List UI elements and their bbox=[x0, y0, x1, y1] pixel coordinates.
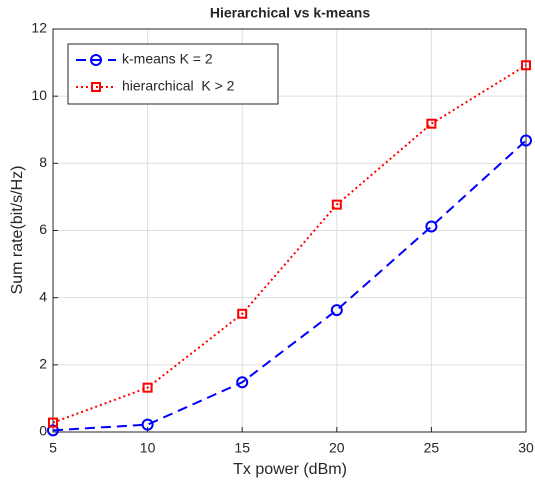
marker bbox=[330, 304, 343, 317]
y-tick-label: 6 bbox=[39, 221, 47, 237]
marker bbox=[141, 418, 154, 431]
legend bbox=[67, 43, 279, 105]
marker bbox=[48, 417, 58, 428]
line bbox=[52, 139, 527, 432]
marker bbox=[237, 308, 248, 319]
y-tick-label: 8 bbox=[39, 154, 47, 170]
axes-box bbox=[52, 28, 527, 433]
x-tick-label: 20 bbox=[329, 440, 345, 456]
legend-marker bbox=[90, 54, 102, 66]
marker bbox=[520, 134, 532, 147]
y-tick-label: 10 bbox=[31, 87, 47, 103]
legend-label: hierarchical K > 2 bbox=[122, 78, 235, 94]
x-tick-label: 5 bbox=[49, 440, 57, 456]
chart-title: Hierarchical vs k-means bbox=[210, 5, 371, 21]
y-tick-label: 12 bbox=[31, 20, 47, 36]
x-tick-label: 25 bbox=[424, 440, 440, 456]
marker bbox=[47, 424, 59, 437]
marker bbox=[426, 118, 437, 129]
y-tick-label: 4 bbox=[39, 288, 47, 304]
x-tick-label: 15 bbox=[234, 440, 250, 456]
marker bbox=[331, 199, 342, 210]
y-tick-label: 0 bbox=[39, 423, 47, 439]
legend-marker bbox=[91, 82, 101, 92]
marker bbox=[236, 376, 249, 389]
x-tick-label: 30 bbox=[518, 440, 534, 456]
y-axis-label: Sum rate(bit/s/Hz) bbox=[9, 166, 26, 295]
y-tick-label: 2 bbox=[39, 356, 47, 372]
legend-label: k-means K = 2 bbox=[122, 51, 213, 67]
marker bbox=[425, 220, 438, 233]
marker bbox=[142, 382, 153, 393]
x-tick-label: 10 bbox=[140, 440, 156, 456]
x-axis-label: Tx power (dBm) bbox=[233, 461, 347, 478]
marker bbox=[521, 60, 531, 71]
